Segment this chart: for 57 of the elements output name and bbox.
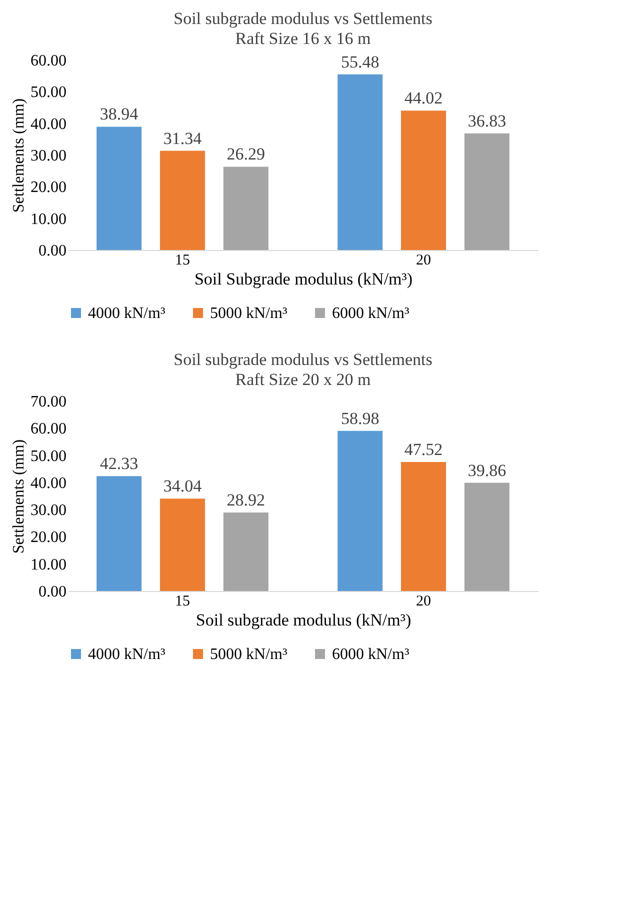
legend-label: 6000 kN/m³ — [332, 646, 410, 663]
bar — [160, 498, 205, 591]
y-tick-label: 0.00 — [38, 242, 66, 260]
x-axis-title: Soil Subgrade modulus (kN/m³) — [194, 270, 413, 288]
y-tick-label: 0.00 — [38, 584, 66, 600]
y-tick-label: 30.00 — [30, 148, 66, 164]
y-tick-label: 30.00 — [30, 502, 66, 520]
y-tick-label: 10.00 — [30, 556, 66, 574]
y-tick-label: 40.00 — [30, 116, 66, 133]
data-label: 31.34 — [163, 128, 202, 148]
y-tick-label: 20.00 — [30, 179, 66, 196]
y-tick-label: 20.00 — [30, 529, 66, 546]
bar — [464, 482, 510, 591]
x-tick-label: 15 — [174, 594, 190, 610]
data-label: 34.04 — [163, 476, 202, 496]
bar — [401, 462, 446, 591]
bar — [223, 166, 268, 250]
legend-label: 4000 kN/m³ — [88, 305, 166, 322]
data-label: 58.98 — [340, 408, 380, 428]
legend-label: 4000 kN/m³ — [88, 646, 166, 663]
legend-label: 5000 kN/m³ — [210, 305, 288, 322]
data-label: 39.86 — [468, 460, 506, 480]
legend-label: 6000 kN/m³ — [332, 305, 410, 322]
y-tick-label: 50.00 — [30, 84, 66, 102]
data-label: 38.94 — [100, 104, 139, 124]
bar — [338, 430, 383, 591]
y-tick-label: 70.00 — [30, 394, 66, 410]
data-label: 44.02 — [404, 88, 443, 108]
y-tick-label: 60.00 — [30, 52, 66, 70]
bar — [160, 150, 205, 250]
x-tick-label: 15 — [174, 252, 190, 268]
bar — [223, 512, 268, 591]
y-axis-title: Settlements (mm) — [10, 98, 28, 213]
x-axis-title: Soil subgrade modulus (kN/m³) — [196, 610, 412, 630]
bar — [96, 476, 142, 591]
bar — [464, 133, 510, 250]
data-label: 28.92 — [226, 490, 266, 510]
data-label: 47.52 — [404, 440, 443, 460]
y-tick-label: 10.00 — [30, 210, 66, 228]
chart-title: Soil subgrade modulus vs Settlements — [174, 9, 432, 28]
data-label: 55.48 — [340, 52, 380, 72]
x-tick-label: 20 — [416, 252, 432, 268]
data-label: 42.33 — [100, 454, 138, 474]
legend-label: 5000 kN/m³ — [210, 646, 288, 663]
bar — [401, 110, 446, 250]
bar — [96, 126, 142, 250]
y-tick-label: 50.00 — [30, 448, 66, 465]
chart-title: Soil subgrade modulus vs Settlements — [174, 350, 432, 369]
chart-subtitle: Raft Size 16 x 16 m — [235, 29, 371, 48]
data-label: 26.29 — [226, 144, 266, 164]
data-label: 36.83 — [468, 111, 506, 130]
chart-subtitle: Raft Size 20 x 20 m — [235, 370, 371, 389]
y-tick-label: 60.00 — [30, 420, 66, 438]
y-tick-label: 40.00 — [30, 474, 66, 492]
bar — [338, 74, 383, 250]
y-axis-title: Settlements (mm) — [10, 439, 28, 554]
x-tick-label: 20 — [416, 594, 432, 610]
